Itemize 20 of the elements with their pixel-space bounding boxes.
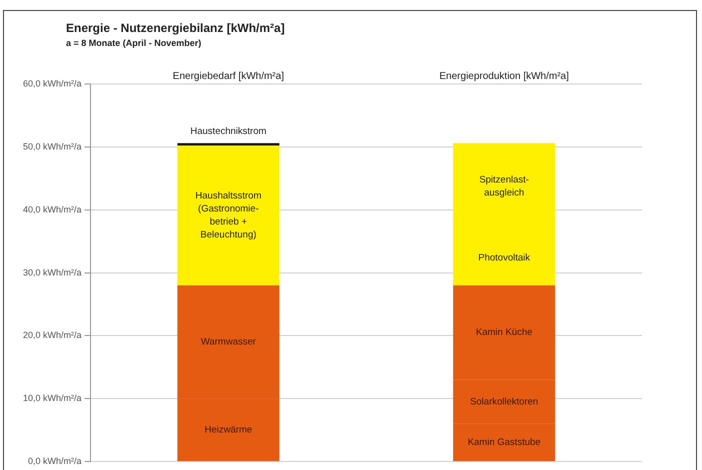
x-tick-label: Energiebedarf [kWh/m²a] bbox=[172, 70, 284, 82]
series-label: Spitzenlast-ausgleich bbox=[479, 174, 529, 199]
series-label: Kamin Küche bbox=[476, 327, 532, 338]
series-label: Photovoltaik bbox=[478, 252, 530, 264]
series-label: Solarkollektoren bbox=[470, 396, 538, 408]
y-tick-label: 30,0 kWh/m²/a bbox=[22, 267, 82, 278]
y-tick-label: 10,0 kWh/m²/a bbox=[22, 393, 82, 404]
series-label: Haushaltsstrom (Gastronomie-betrieb + Beleuchtung) bbox=[195, 190, 262, 241]
y-tick-label: 50,0 kWh/m²/a bbox=[22, 141, 82, 152]
series-label: Heizwärme bbox=[204, 424, 252, 436]
y-tick-label: 20,0 kWh/m²/a bbox=[22, 330, 82, 340]
y-tick-label: 0,0 kWh/m²/a bbox=[28, 456, 82, 466]
y-tick-label: 40,0 kWh/m²/a bbox=[22, 204, 82, 214]
series-label: Kamin Gaststube bbox=[468, 437, 541, 448]
x-tick-label: Energieproduktion [kWh/m²a] bbox=[439, 70, 570, 82]
y-tick-label: 60,0 kWh/m²/a bbox=[22, 78, 82, 88]
series-label: Haustechnikstrom bbox=[190, 126, 266, 137]
chart-subtitle: a = 8 Monate (April - November) bbox=[66, 38, 202, 48]
chart-title: Energie - Nutzenergiebilanz [kWh/m²a] bbox=[66, 21, 285, 35]
series-label: Warmwasser bbox=[200, 336, 256, 348]
